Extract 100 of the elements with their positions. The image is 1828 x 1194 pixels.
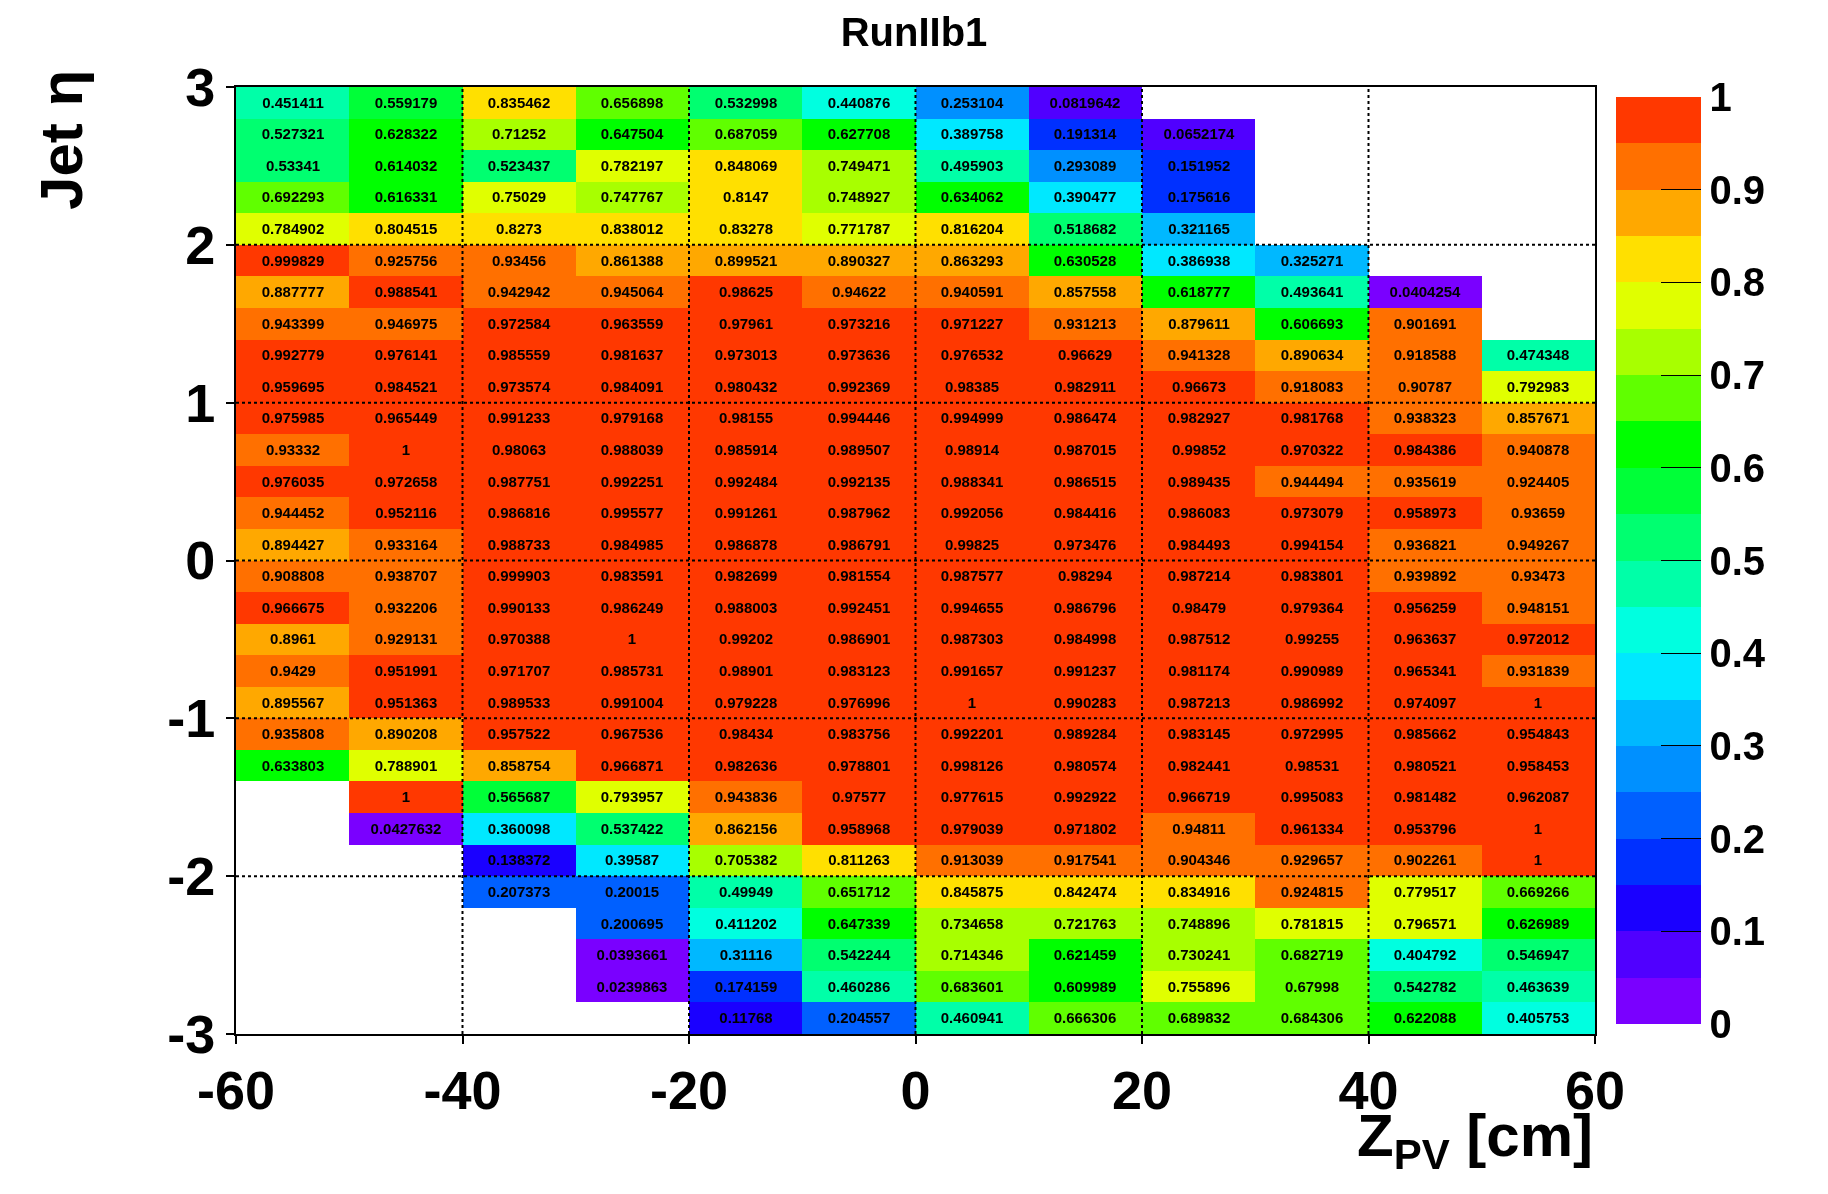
data-label: 0.991233 (487, 409, 551, 427)
data-label: 0.992779 (261, 346, 325, 364)
data-label: 0.93332 (265, 441, 321, 459)
data-label: 0.929131 (374, 630, 438, 648)
data-label: 0.987214 (1167, 567, 1231, 585)
data-label: 0.989533 (487, 694, 551, 712)
data-label: 0.958968 (827, 820, 891, 838)
data-label: 0.981554 (827, 567, 891, 585)
data-label: 0.879611 (1168, 315, 1230, 333)
data-label: 0.99255 (1284, 630, 1340, 648)
data-label: 0.972584 (487, 315, 551, 333)
data-label: 0.978801 (827, 757, 891, 775)
data-label: 0.0652174 (1163, 125, 1236, 143)
data-label: 0.962087 (1506, 788, 1570, 806)
data-label: 0.523437 (487, 157, 551, 175)
data-label: 0.687059 (714, 125, 778, 143)
data-label: 0.0393661 (596, 946, 668, 964)
data-label: 0.207373 (487, 883, 551, 901)
data-label: 0.992451 (827, 599, 891, 617)
data-label: 0.99852 (1171, 441, 1227, 459)
color-bar-label: 0.8 (1709, 260, 1766, 305)
data-label: 0.622088 (1393, 1009, 1457, 1027)
data-label: 0.981637 (600, 346, 664, 364)
data-label: 0.977615 (940, 788, 1004, 806)
data-label: 0.994154 (1280, 536, 1344, 554)
data-label: 0.200695 (600, 915, 664, 933)
data-label: 0.953796 (1393, 820, 1457, 838)
data-label: 0.682719 (1280, 946, 1344, 964)
data-label: 0.981174 (1168, 662, 1231, 680)
data-label: 0.980521 (1393, 757, 1457, 775)
data-label: 0.983591 (600, 567, 664, 585)
data-label: 0.988003 (714, 599, 778, 617)
data-label: 0.734658 (940, 915, 1004, 933)
data-label: 0.913039 (940, 851, 1004, 869)
data-label: 0.532998 (714, 94, 778, 112)
data-label: 0.788901 (374, 757, 438, 775)
data-label: 0.848069 (714, 157, 778, 175)
data-label: 0.986901 (827, 630, 891, 648)
data-label: 0.966719 (1167, 788, 1231, 806)
data-label: 0.90787 (1397, 378, 1453, 396)
data-label: 0.495903 (940, 157, 1004, 175)
data-label: 0.630528 (1053, 252, 1117, 270)
data-label: 0.992056 (940, 504, 1004, 522)
y-tick-label: 0 (185, 530, 216, 591)
data-label: 0.93456 (491, 252, 547, 270)
data-label: 0.987512 (1167, 630, 1231, 648)
data-label: 0.96629 (1057, 346, 1113, 364)
data-label: 0.782197 (600, 157, 664, 175)
data-label: 0.951363 (374, 694, 438, 712)
data-label: 0.973013 (714, 346, 778, 364)
data-label: 0.714346 (940, 946, 1004, 964)
data-label: 0.98625 (718, 283, 774, 301)
data-label: 0.981768 (1280, 409, 1344, 427)
data-label: 0.748896 (1167, 915, 1231, 933)
data-label: 0.959695 (261, 378, 325, 396)
data-label: 0.985914 (714, 441, 778, 459)
data-label: 0.958973 (1393, 504, 1457, 522)
data-label: 0.0239863 (596, 978, 668, 996)
data-label: 0.979039 (940, 820, 1004, 838)
data-label: 0.411202 (715, 915, 777, 933)
data-label: 0.982636 (714, 757, 778, 775)
data-label: 0.98434 (718, 725, 774, 743)
data-label: 0.895567 (261, 694, 325, 712)
data-label: 0.999903 (487, 567, 551, 585)
data-label: 0.627708 (827, 125, 891, 143)
data-label: 0.67998 (1284, 978, 1340, 996)
data-label: 0.989284 (1053, 725, 1117, 743)
data-label: 0.253104 (940, 94, 1004, 112)
x-tick-label: 0 (900, 1059, 931, 1120)
data-label: 0.616331 (374, 188, 438, 206)
data-label: 0.986992 (1280, 694, 1344, 712)
data-label: 0.647504 (600, 125, 664, 143)
data-label: 0.942942 (487, 283, 551, 301)
data-label: 0.474348 (1506, 346, 1570, 364)
data-label: 0.936821 (1393, 536, 1457, 554)
data-label: 0.71252 (491, 125, 547, 143)
data-label: 0.992135 (827, 473, 891, 491)
data-label: 0.755896 (1167, 978, 1231, 996)
y-tick-label: -1 (167, 688, 216, 749)
x-tick-label: -40 (423, 1059, 502, 1120)
data-label: 0.999829 (261, 252, 325, 270)
y-tick-label: -2 (167, 846, 216, 907)
data-label: 0.994999 (940, 409, 1004, 427)
data-label: 0.747767 (600, 188, 664, 206)
data-label: 0.989435 (1167, 473, 1231, 491)
data-label: 0.83278 (718, 220, 774, 238)
data-label: 0.683601 (940, 978, 1004, 996)
data-label: 0.943399 (261, 315, 325, 333)
data-label: 0.991261 (714, 504, 778, 522)
data-label: 0.984091 (600, 378, 664, 396)
data-label: 0.606693 (1280, 315, 1344, 333)
data-label: 0.987303 (940, 630, 1004, 648)
data-label: 0.98479 (1171, 599, 1227, 617)
data-label: 0.609989 (1053, 978, 1117, 996)
data-label: 0.988733 (487, 536, 551, 554)
chart-title: RunIIb1 (840, 9, 988, 54)
data-label: 0.948151 (1506, 599, 1570, 617)
data-label: 0.998126 (940, 757, 1004, 775)
data-label: 0.293089 (1053, 157, 1117, 175)
data-label: 0.982911 (1054, 378, 1116, 396)
